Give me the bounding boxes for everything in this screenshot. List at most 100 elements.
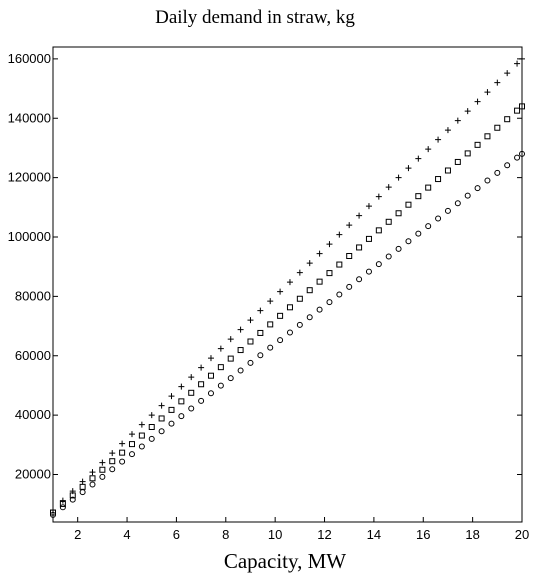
circle-point [237, 367, 244, 374]
circle-point [119, 458, 126, 465]
plus-point [326, 241, 333, 248]
square-point [79, 483, 86, 490]
circle-point [109, 466, 116, 473]
circle-point [444, 207, 451, 214]
plus-point [504, 70, 511, 77]
square-point [267, 321, 274, 328]
plus-point [346, 222, 353, 229]
y-tick-label: 100000 [8, 229, 51, 244]
square-point [50, 509, 56, 516]
plus-point [99, 459, 106, 466]
plus-point [415, 155, 422, 162]
plus-point [59, 497, 66, 504]
circle-point [365, 268, 372, 275]
square-point [484, 133, 491, 140]
square-point [306, 287, 313, 294]
circle-point [257, 352, 264, 359]
circle-point [168, 420, 175, 427]
plus-point [198, 364, 205, 371]
circle-point [385, 253, 392, 260]
x-tick-label: 18 [465, 527, 479, 542]
square-point [148, 424, 155, 430]
square-point [99, 466, 106, 473]
square-point [296, 295, 303, 302]
plus-point [494, 79, 501, 86]
circle-point [128, 451, 135, 458]
circle-point [346, 283, 353, 290]
circle-point [336, 291, 343, 298]
plus-point [109, 450, 116, 457]
circle-point [207, 390, 214, 397]
plus-point [519, 55, 525, 62]
circle-point [178, 413, 185, 420]
square-point [336, 261, 343, 268]
circle-point [148, 435, 155, 442]
square-point [444, 167, 451, 174]
plus-point [237, 326, 244, 333]
square-point [277, 312, 284, 319]
square-point [519, 103, 525, 110]
circle-point [217, 382, 224, 389]
y-tick-label: 160000 [8, 51, 51, 66]
plus-point [119, 440, 126, 447]
plus-point [247, 317, 254, 324]
circle-point [375, 261, 382, 268]
y-tick-label: 40000 [15, 407, 51, 422]
plus-point [444, 127, 451, 134]
square-point [326, 270, 333, 277]
circle-point [247, 359, 254, 366]
square-point [178, 398, 185, 405]
circle-point [464, 192, 471, 199]
square-point [375, 227, 382, 234]
plus-point [148, 412, 155, 419]
series-plus [50, 55, 525, 514]
data-points [50, 55, 525, 518]
plus-point [405, 165, 412, 172]
ticks: 2 4 6 8 10 12 14 16 18 20 20000 40000 60000 80000 1000… [8, 51, 530, 542]
circle-point [474, 185, 481, 192]
plus-point [375, 193, 382, 200]
circle-point [277, 337, 284, 344]
plus-point [138, 421, 145, 428]
plus-point [306, 260, 313, 267]
square-point [316, 278, 323, 285]
plus-point [188, 374, 195, 381]
square-point [474, 141, 481, 148]
square-point [514, 107, 521, 114]
plus-point [217, 345, 224, 352]
circle-point [405, 238, 412, 245]
plus-point [454, 117, 461, 124]
square-point [385, 218, 392, 225]
square-point [217, 364, 224, 371]
x-tick-label: 16 [416, 527, 430, 542]
square-point [346, 253, 353, 259]
circle-point [395, 245, 402, 252]
plus-point [89, 469, 96, 476]
square-point [454, 158, 461, 165]
square-point [356, 244, 363, 251]
x-tick-label: 12 [317, 527, 331, 542]
plus-point [385, 184, 392, 191]
circle-point [494, 169, 501, 176]
plus-point [267, 298, 274, 305]
circle-point [188, 405, 195, 412]
circle-point [198, 397, 205, 404]
circle-point [326, 299, 333, 306]
plus-point [356, 212, 363, 219]
circle-point [99, 473, 106, 480]
circle-point [79, 489, 86, 496]
y-tick-label: 140000 [8, 110, 51, 125]
circle-point [519, 150, 525, 157]
y-tick-label: 60000 [15, 348, 51, 363]
circle-point [138, 443, 145, 450]
plus-point [227, 336, 234, 343]
square-point [227, 355, 234, 362]
x-tick-label: 8 [222, 527, 229, 542]
square-point [286, 304, 293, 311]
circle-point [59, 504, 66, 511]
plus-point [286, 279, 293, 286]
square-point [395, 210, 402, 217]
square-point [138, 432, 145, 439]
circle-point [454, 200, 461, 207]
